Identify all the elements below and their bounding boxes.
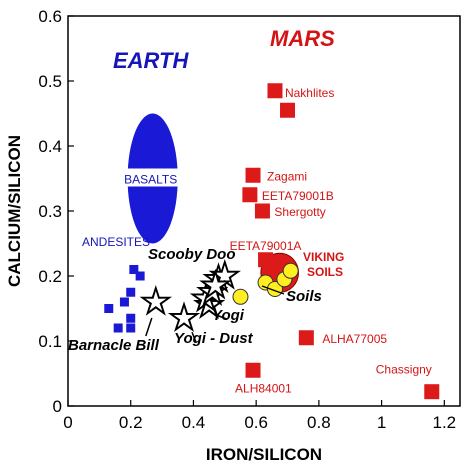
leader-line (216, 314, 228, 320)
x-axis-title: IRON/SILICON (206, 445, 322, 464)
pathfinder-label: Yogi - Dust (174, 330, 254, 347)
y-tick-label: 0 (53, 397, 62, 416)
meteorite-label: Shergotty (274, 205, 325, 219)
pathfinder-star-inner (204, 274, 226, 295)
y-tick-label: 0.1 (38, 332, 62, 351)
andesites-label: ANDESITES (82, 235, 150, 249)
soils-label: Soils (286, 288, 322, 305)
meteorite-point (245, 362, 261, 378)
andesite-point (104, 304, 114, 313)
andesite-point (113, 323, 123, 333)
meteorite-point (254, 203, 270, 219)
leader-line (145, 317, 153, 337)
meteorite-label: EETA79001B (262, 189, 334, 203)
pathfinder-label: Yogi (212, 307, 245, 324)
meteorite-label: ALH84001 (235, 381, 292, 395)
y-tick-label: 0.6 (38, 7, 62, 26)
basalts-label-box (118, 168, 183, 187)
y-axis-title: CALCIUM/SILICON (5, 135, 24, 287)
mars-region-label: MARS (270, 26, 335, 51)
andesite-point (135, 271, 145, 281)
x-tick-label: 1 (377, 413, 386, 432)
meteorite-label: EETA79001A (230, 239, 302, 253)
pathfinder-star-inner (214, 265, 236, 285)
pathfinder-star-inner (173, 307, 195, 328)
y-tick-label: 0.4 (38, 137, 62, 156)
basalts-label: BASALTS (124, 173, 177, 187)
andesite-point (119, 297, 129, 307)
axis-ticks: 0 0.2 0.4 0.6 0.8 1 1.2 0 0.1 0.2 0.3 0.4 0.5 0.6 (38, 7, 456, 432)
y-tick-label: 0.2 (38, 267, 62, 286)
viking-soil-point (282, 262, 299, 279)
meteorite-label: Nakhlites (285, 86, 334, 100)
andesite-point (129, 265, 139, 274)
y-tick-label: 0.5 (38, 72, 62, 91)
leader-line (191, 331, 197, 343)
x-tick-label: 0.2 (119, 413, 143, 432)
viking-label: SOILS (307, 265, 343, 279)
pathfinder-label: Scooby Doo (148, 246, 236, 263)
pathfinder-star-inner (145, 291, 167, 311)
viking-label: VIKING (303, 250, 344, 264)
meteorite-point (242, 187, 258, 203)
meteorite-point (245, 167, 261, 183)
meteorite-label: Chassigny (376, 363, 432, 377)
meteorite-point (280, 102, 296, 118)
pathfinder-label: Barnacle Bill (68, 337, 160, 354)
meteorite-label: Zagami (267, 169, 307, 183)
x-tick-label: 0 (63, 413, 72, 432)
viking-soil-point (232, 288, 249, 305)
meteorite-point (298, 330, 314, 346)
leader-line (261, 285, 285, 295)
andesite-point (126, 287, 136, 297)
earth-region-label: EARTH (113, 48, 189, 73)
andesite-point (126, 313, 136, 323)
x-tick-label: 0.8 (307, 413, 331, 432)
meteorite-point (267, 83, 283, 99)
x-tick-label: 0.4 (182, 413, 206, 432)
meteorite-point (424, 384, 440, 400)
y-tick-label: 0.3 (38, 202, 62, 221)
andesite-point (126, 323, 136, 333)
viking-soil-point (266, 281, 283, 297)
x-tick-label: 0.6 (244, 413, 268, 432)
x-tick-label: 1.2 (432, 413, 456, 432)
meteorite-point (258, 252, 274, 268)
meteorite-label: ALHA77005 (322, 332, 387, 346)
